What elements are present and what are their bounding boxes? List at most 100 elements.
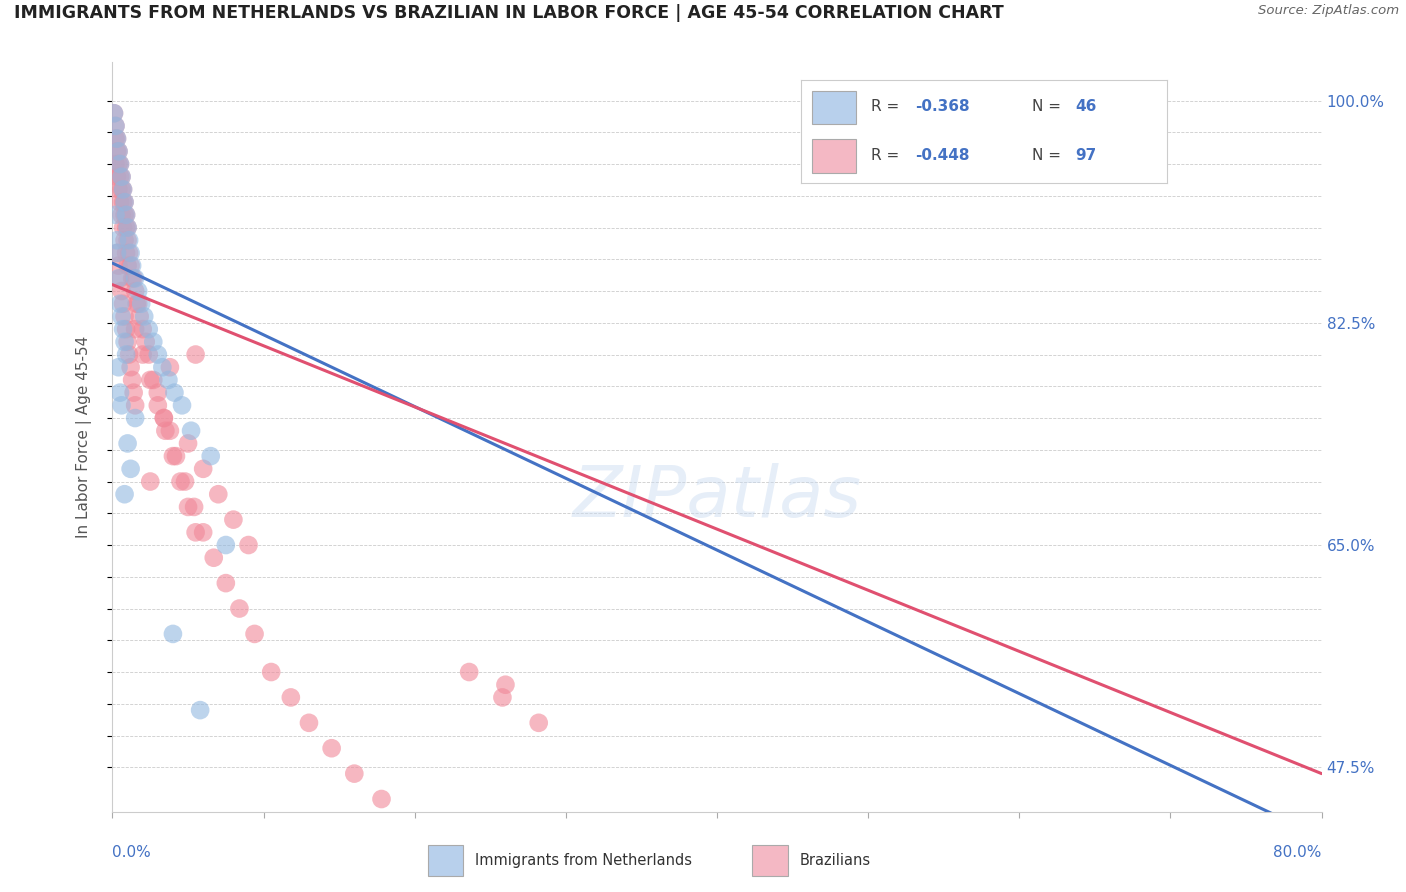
Point — [426, 843, 449, 857]
Point — [103, 106, 125, 120]
Text: -0.448: -0.448 — [915, 148, 969, 162]
Point — [112, 322, 135, 336]
Point — [138, 347, 160, 361]
Point — [243, 627, 266, 641]
Point — [120, 360, 142, 375]
Point — [114, 487, 136, 501]
Point — [280, 690, 302, 705]
Point — [228, 601, 250, 615]
Point — [105, 233, 128, 247]
Text: R =: R = — [870, 99, 904, 114]
Point — [153, 411, 176, 425]
Point — [108, 169, 131, 184]
Point — [132, 347, 155, 361]
Point — [118, 347, 141, 361]
Point — [107, 145, 129, 159]
Text: Immigrants from Netherlands: Immigrants from Netherlands — [475, 854, 692, 868]
Point — [112, 297, 135, 311]
Point — [396, 817, 419, 831]
Point — [114, 195, 136, 210]
Point — [124, 411, 146, 425]
Point — [107, 259, 129, 273]
Point — [107, 271, 129, 285]
Point — [115, 208, 138, 222]
Point — [183, 500, 205, 514]
Point — [155, 424, 177, 438]
Point — [138, 322, 160, 336]
Point — [165, 449, 187, 463]
Point — [112, 195, 135, 210]
Point — [112, 220, 135, 235]
Point — [120, 462, 142, 476]
Point — [298, 715, 321, 730]
Point — [458, 665, 481, 679]
Point — [142, 373, 165, 387]
Point — [163, 385, 186, 400]
Point — [134, 310, 156, 324]
Point — [191, 462, 214, 476]
Point — [115, 220, 138, 235]
Point — [110, 208, 132, 222]
Point — [174, 475, 197, 489]
Point — [121, 271, 143, 285]
Point — [124, 271, 146, 285]
Point — [260, 665, 283, 679]
Point — [122, 385, 145, 400]
Point — [108, 271, 131, 285]
Point — [114, 334, 136, 349]
Point — [114, 233, 136, 247]
Point — [238, 538, 260, 552]
Point — [118, 233, 141, 247]
Text: R =: R = — [870, 148, 904, 162]
Point — [343, 766, 366, 780]
Point — [107, 360, 129, 375]
Point — [110, 398, 132, 412]
Point — [112, 182, 135, 196]
Point — [184, 525, 207, 540]
Point — [105, 246, 128, 260]
Point — [491, 690, 513, 705]
Bar — [813, 91, 856, 124]
Point — [150, 360, 173, 375]
Point — [124, 322, 146, 336]
Point — [159, 360, 181, 375]
Point — [170, 398, 193, 412]
Point — [104, 119, 127, 133]
Point — [370, 792, 392, 806]
Point — [115, 322, 138, 336]
Text: 46: 46 — [1076, 99, 1097, 114]
Point — [110, 182, 132, 196]
Point — [108, 157, 131, 171]
Point — [110, 310, 132, 324]
Y-axis label: In Labor Force | Age 45-54: In Labor Force | Age 45-54 — [76, 336, 91, 538]
Point — [527, 715, 550, 730]
Point — [104, 131, 127, 145]
Point — [146, 385, 169, 400]
Point — [103, 106, 125, 120]
Point — [105, 131, 128, 145]
Point — [117, 436, 139, 450]
Point — [142, 334, 165, 349]
Point — [222, 513, 245, 527]
Point — [139, 373, 162, 387]
Point — [110, 169, 132, 184]
Text: -0.368: -0.368 — [915, 99, 969, 114]
Text: ZIPatlas: ZIPatlas — [572, 463, 862, 532]
Text: N =: N = — [1032, 148, 1066, 162]
Point — [104, 208, 127, 222]
Point — [107, 145, 129, 159]
Point — [146, 398, 169, 412]
Point — [177, 436, 200, 450]
Text: Brazilians: Brazilians — [800, 854, 870, 868]
Point — [117, 220, 139, 235]
Point — [129, 297, 152, 311]
Point — [117, 259, 139, 273]
Point — [139, 475, 162, 489]
Point — [112, 182, 135, 196]
Point — [215, 538, 238, 552]
Point — [495, 678, 517, 692]
Text: 0.0%: 0.0% — [112, 846, 152, 861]
Bar — [813, 139, 856, 173]
Point — [128, 310, 150, 324]
Text: 97: 97 — [1076, 148, 1097, 162]
